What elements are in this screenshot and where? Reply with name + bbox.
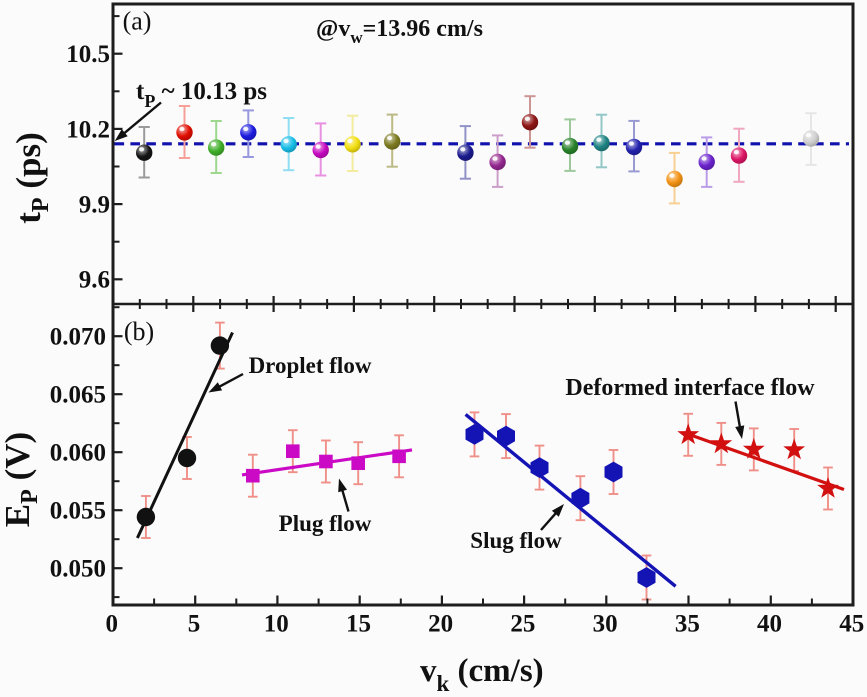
svg-text:vk (cm/s): vk (cm/s) <box>420 653 544 696</box>
svg-text:10: 10 <box>264 611 289 638</box>
svg-text:0.060: 0.060 <box>50 440 106 467</box>
svg-text:tP (ps): tP (ps) <box>9 132 54 223</box>
svg-text:0.050: 0.050 <box>50 556 106 583</box>
svg-text:5: 5 <box>188 611 201 638</box>
svg-text:@vw=13.96 cm/s: @vw=13.96 cm/s <box>316 16 483 47</box>
svg-text:Plug flow: Plug flow <box>279 511 372 536</box>
svg-text:(a): (a) <box>123 7 152 36</box>
svg-text:0: 0 <box>106 611 119 638</box>
svg-text:0.070: 0.070 <box>50 324 106 351</box>
svg-text:25: 25 <box>510 611 535 638</box>
svg-text:10.5: 10.5 <box>66 41 110 68</box>
svg-text:0.055: 0.055 <box>50 498 106 525</box>
svg-text:45: 45 <box>839 611 864 638</box>
svg-text:9.6: 9.6 <box>79 267 110 294</box>
svg-text:9.9: 9.9 <box>79 192 110 219</box>
svg-text:35: 35 <box>675 611 700 638</box>
svg-text:Droplet flow: Droplet flow <box>249 353 372 378</box>
svg-text:Deformed interface flow: Deformed interface flow <box>565 375 815 401</box>
svg-text:30: 30 <box>593 611 618 638</box>
svg-text:15: 15 <box>346 611 371 638</box>
svg-text:10.2: 10.2 <box>66 116 110 143</box>
svg-text:EP (V): EP (V) <box>0 432 43 527</box>
svg-text:20: 20 <box>428 611 453 638</box>
svg-text:40: 40 <box>757 611 782 638</box>
svg-text:0.065: 0.065 <box>50 382 106 409</box>
svg-text:Slug flow: Slug flow <box>470 528 562 553</box>
svg-text:(b): (b) <box>124 317 154 346</box>
